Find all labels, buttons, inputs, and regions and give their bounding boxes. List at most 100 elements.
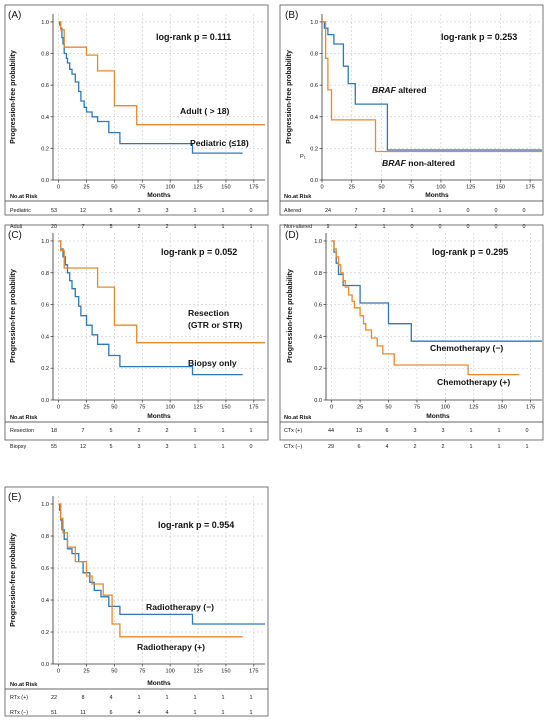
- x-tick-label: 75: [414, 405, 420, 411]
- km-panel-4: 0.00.20.40.60.81.00 25 50 75 100 125 150 175(D)…: [279, 224, 544, 450]
- x-tick-label: 50: [111, 185, 117, 191]
- x-tick-label: 125: [193, 669, 202, 675]
- km-curve-orange: [58, 21, 265, 126]
- x-tick-label: 150: [221, 405, 230, 411]
- risk-count: 1: [470, 428, 473, 434]
- x-tick-label: 125: [466, 185, 475, 191]
- x-axis-title: Months: [147, 192, 171, 199]
- y-tick-label: 0.6: [310, 83, 318, 89]
- y-tick-label: 0.2: [41, 366, 49, 372]
- km-panel-1: 0.00.20.40.60.81.00 25 50 75 100 125 150 175(A)…: [4, 4, 269, 230]
- risk-count: 4: [166, 710, 169, 716]
- risk-count: 3: [414, 428, 417, 434]
- risk-count: 2: [138, 224, 141, 230]
- curve-label: Chemotherapy (−): [430, 343, 503, 353]
- x-tick-label: 0: [57, 185, 60, 191]
- panel-frame: [279, 224, 544, 441]
- risk-count: 1: [222, 428, 225, 434]
- risk-row-label: RTx (+): [10, 695, 28, 701]
- risk-count: 2: [442, 444, 445, 450]
- risk-count: 1: [383, 224, 386, 230]
- risk-count: 0: [523, 224, 526, 230]
- risk-count: 0: [467, 208, 470, 214]
- risk-count: 18: [51, 428, 57, 434]
- x-tick-label: 25: [83, 185, 89, 191]
- risk-count: 6: [110, 710, 113, 716]
- x-tick-label: 175: [249, 185, 258, 191]
- y-axis-title: Progression-free probability: [287, 269, 294, 363]
- risk-row-label: CTx (−): [284, 444, 302, 450]
- risk-count: 1: [411, 208, 414, 214]
- km-panel-3: 0.00.20.40.60.81.00 25 50 75 100 125 150 175(C)…: [4, 224, 269, 450]
- risk-table-title: No.at Risk: [10, 194, 38, 200]
- curve-label: Resection: [188, 308, 229, 318]
- x-tick-label: 100: [436, 185, 445, 191]
- log-rank-pvalue: log-rank p = 0.253: [441, 32, 517, 42]
- panel-label: (C): [8, 230, 22, 241]
- x-tick-label: 150: [496, 185, 505, 191]
- x-axis-title: Months: [147, 413, 171, 420]
- x-tick-label: 25: [357, 405, 363, 411]
- stray-label: P₁: [300, 154, 306, 160]
- y-tick-label: 0.4: [314, 334, 322, 340]
- x-tick-label: 25: [349, 185, 355, 191]
- y-tick-label: 0.6: [41, 566, 49, 572]
- x-tick-label: 75: [139, 185, 145, 191]
- risk-table-title: No.at Risk: [10, 415, 38, 421]
- risk-count: 2: [414, 444, 417, 450]
- risk-count: 3: [166, 208, 169, 214]
- risk-count: 9: [327, 224, 330, 230]
- risk-count: 3: [442, 428, 445, 434]
- x-tick-label: 0: [57, 405, 60, 411]
- panel-frame: [279, 4, 544, 216]
- curve-label: Biopsy only: [188, 358, 237, 368]
- x-axis-title: Months: [147, 680, 171, 687]
- risk-count: 1: [250, 695, 253, 701]
- x-tick-label: 25: [83, 405, 89, 411]
- x-tick-label: 75: [408, 185, 414, 191]
- x-tick-label: 125: [193, 185, 202, 191]
- y-tick-label: 0.0: [314, 398, 322, 404]
- y-tick-label: 0.4: [41, 598, 49, 604]
- risk-count: 55: [51, 444, 57, 450]
- risk-table-title: No.at Risk: [284, 194, 312, 200]
- risk-count: 2: [383, 208, 386, 214]
- risk-count: 51: [51, 710, 57, 716]
- risk-count: 1: [194, 710, 197, 716]
- x-tick-label: 125: [469, 405, 478, 411]
- risk-count: 1: [166, 695, 169, 701]
- risk-count: 1: [250, 224, 253, 230]
- y-tick-label: 1.0: [41, 239, 49, 245]
- risk-count: 0: [467, 224, 470, 230]
- log-rank-pvalue: log-rank p = 0.954: [158, 520, 234, 530]
- km-panel-2: 0.00.20.40.60.81.00 25 50 75 100 125 150 175(B)…: [279, 4, 544, 230]
- risk-count: 20: [51, 224, 57, 230]
- risk-count: 4: [110, 695, 113, 701]
- risk-count: 5: [110, 444, 113, 450]
- y-tick-label: 0.4: [310, 115, 318, 121]
- x-tick-label: 175: [249, 669, 258, 675]
- risk-row-label: Altered: [284, 208, 301, 214]
- y-tick-label: 0.0: [41, 178, 49, 184]
- y-tick-label: 0.6: [41, 303, 49, 309]
- y-tick-label: 0.8: [314, 271, 322, 277]
- y-tick-label: 0.0: [310, 178, 318, 184]
- km-panel-5: 0.0 0.2 0.4 0.6 0.8 1.0 0 25 50 75 100 125 150 175 (E)…: [4, 486, 269, 717]
- risk-count: 5: [110, 428, 113, 434]
- risk-count: 0: [411, 224, 414, 230]
- x-axis-title: Months: [426, 413, 450, 420]
- panel-frame: [4, 224, 269, 441]
- x-tick-label: 0: [57, 669, 60, 675]
- panel-frame: [4, 486, 269, 717]
- risk-count: 1: [194, 695, 197, 701]
- x-tick-label: 150: [221, 669, 230, 675]
- x-tick-label: 0: [330, 405, 333, 411]
- x-tick-label: 50: [385, 405, 391, 411]
- risk-count: 4: [138, 710, 141, 716]
- y-axis-title: Progression-free probability: [286, 50, 293, 144]
- x-tick-label: 100: [441, 405, 450, 411]
- x-tick-label: 25: [83, 669, 89, 675]
- x-tick-label: 175: [525, 185, 534, 191]
- km-curve-blue: [58, 21, 243, 154]
